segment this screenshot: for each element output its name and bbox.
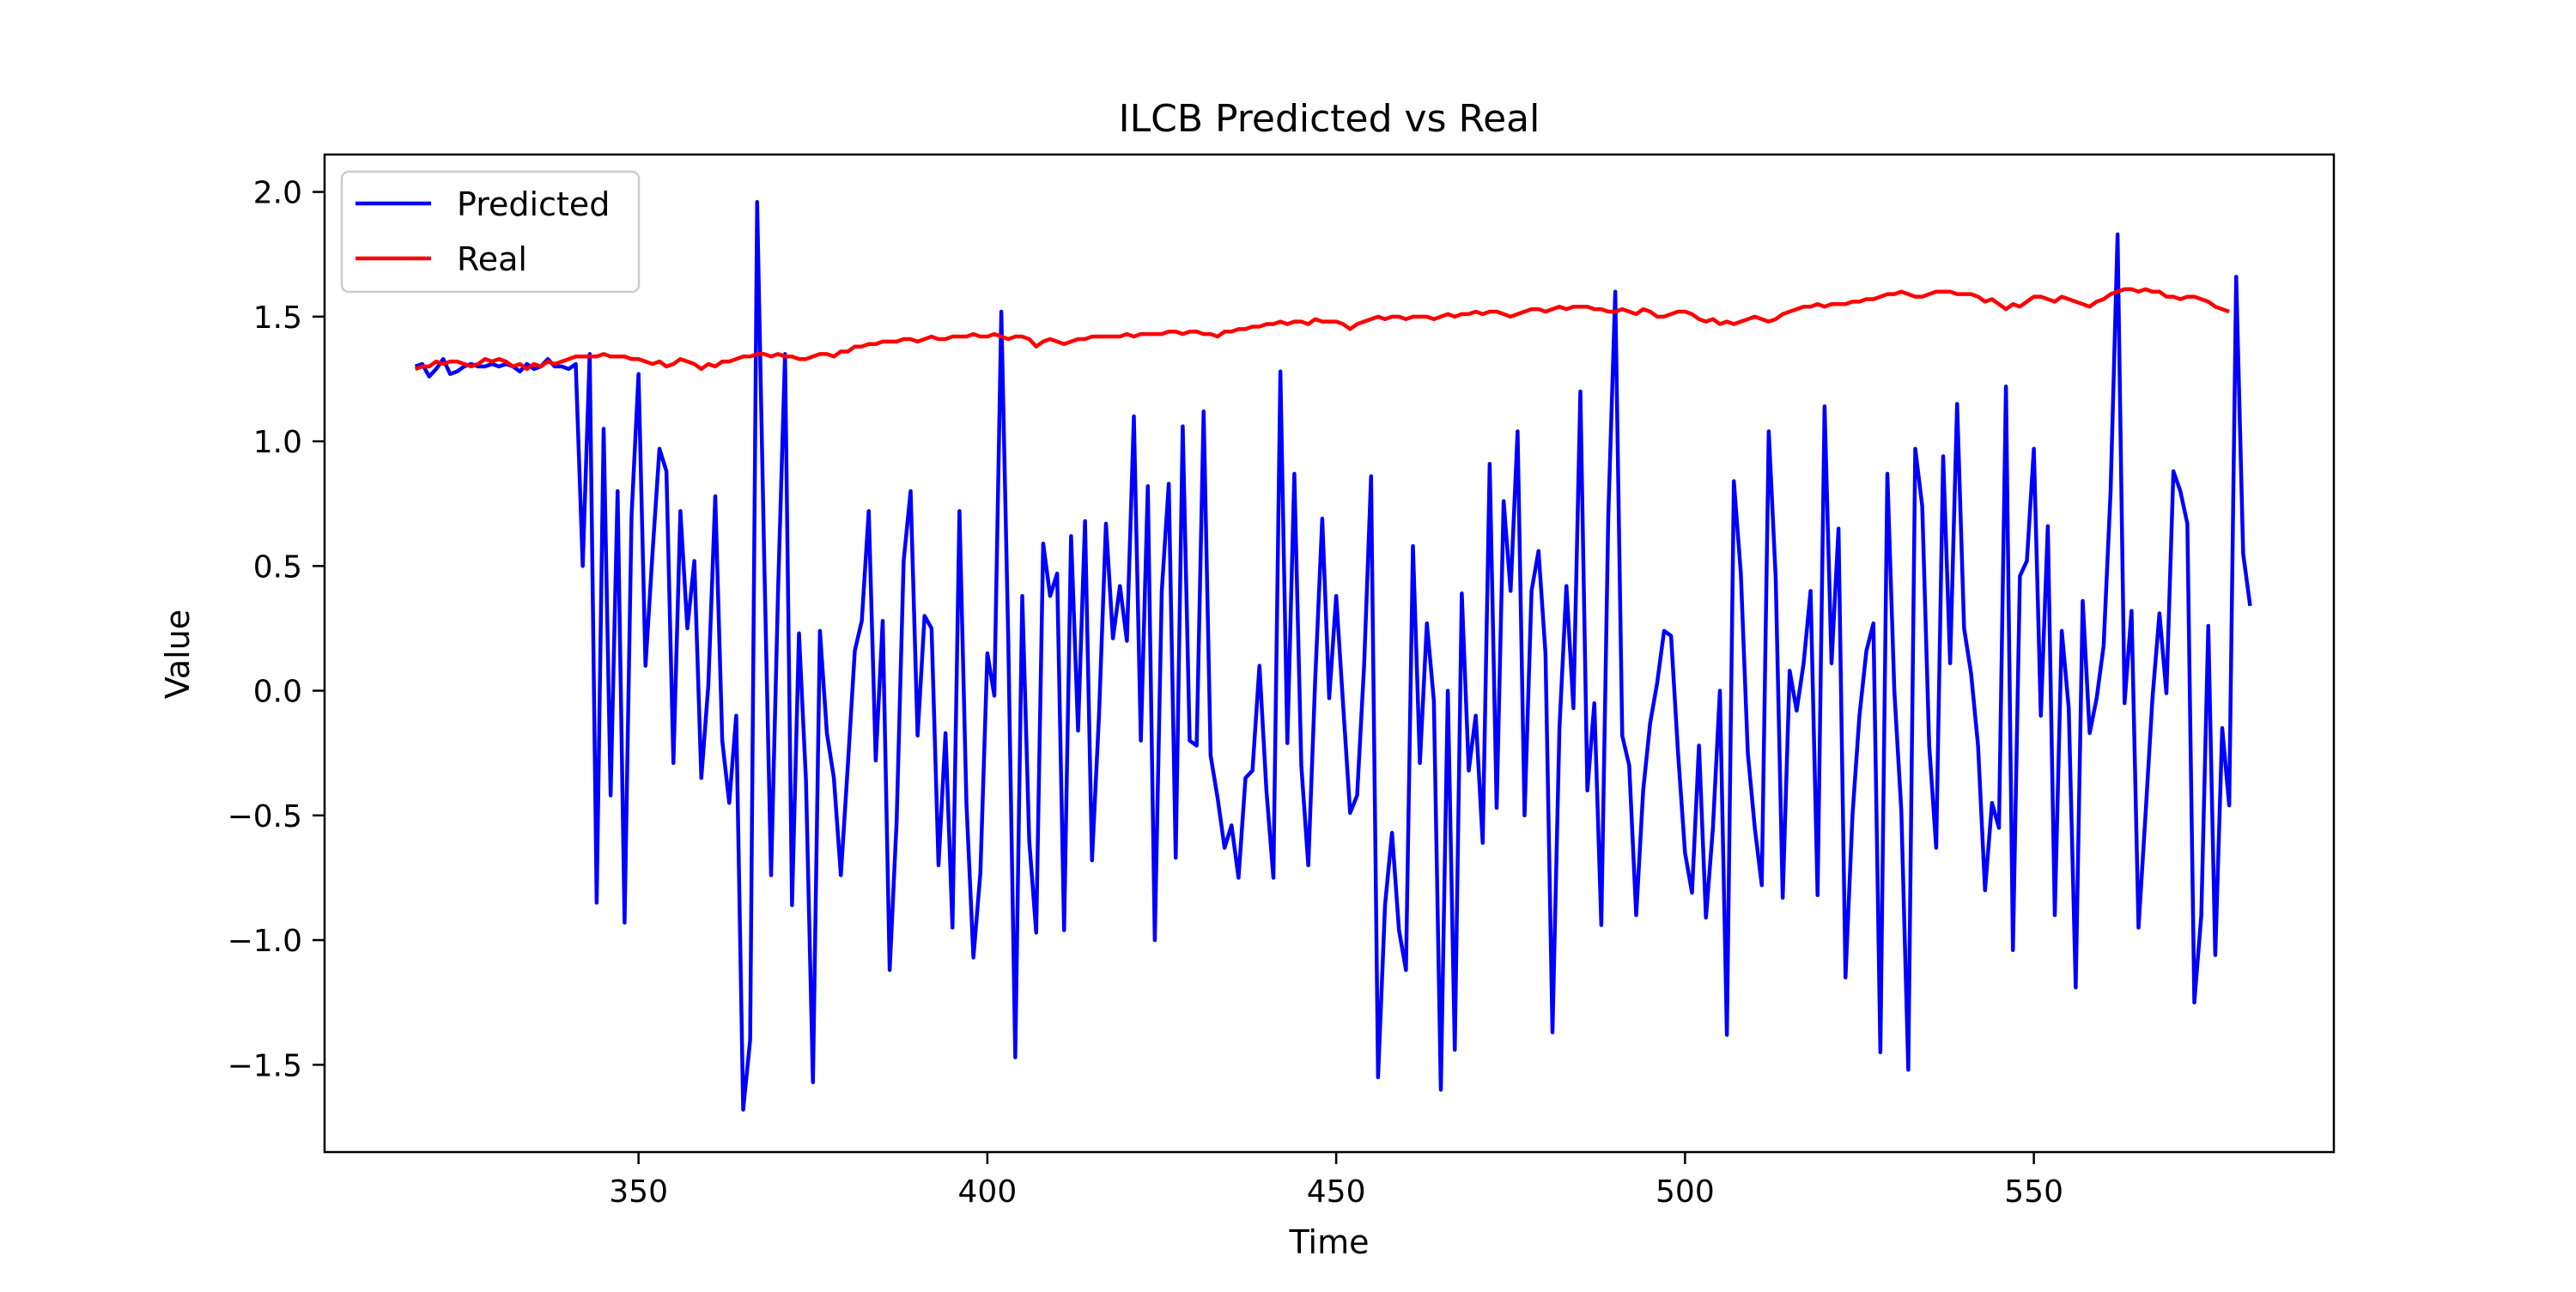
x-tick-label: 500 (1656, 1174, 1715, 1210)
y-tick-label: −0.5 (228, 799, 302, 834)
x-axis: 350 400 450 500 550 (609, 1152, 2063, 1210)
series-line-predicted (414, 199, 2252, 1112)
y-tick-label: −1.5 (228, 1048, 302, 1083)
y-axis: −1.5 −1.0 −0.5 0.0 0.5 1.0 1.5 2.0 (228, 176, 325, 1083)
y-tick-label: 1.0 (253, 425, 302, 460)
y-tick-label: −1.0 (228, 924, 302, 959)
x-tick-label: 350 (609, 1174, 668, 1210)
x-tick-label: 450 (1307, 1174, 1366, 1210)
series-layer (414, 199, 2252, 1112)
y-tick-label: 2.0 (253, 176, 302, 211)
y-axis-label: Value (159, 610, 197, 699)
legend-label-real: Real (457, 240, 527, 278)
x-tick-label: 550 (2004, 1174, 2063, 1210)
y-tick-label: 0.0 (253, 675, 302, 710)
x-axis-label: Time (1289, 1223, 1370, 1261)
x-tick-label: 400 (958, 1174, 1018, 1210)
series-line-real (414, 287, 2230, 372)
plot-area (414, 199, 2252, 1112)
chart-title: ILCB Predicted vs Real (1119, 97, 1540, 141)
legend-label-predicted: Predicted (457, 185, 610, 223)
y-tick-label: 0.5 (253, 549, 302, 585)
y-tick-label: 1.5 (253, 300, 302, 336)
legend: Predicted Real (340, 170, 641, 294)
plot-frame (323, 153, 2336, 1154)
